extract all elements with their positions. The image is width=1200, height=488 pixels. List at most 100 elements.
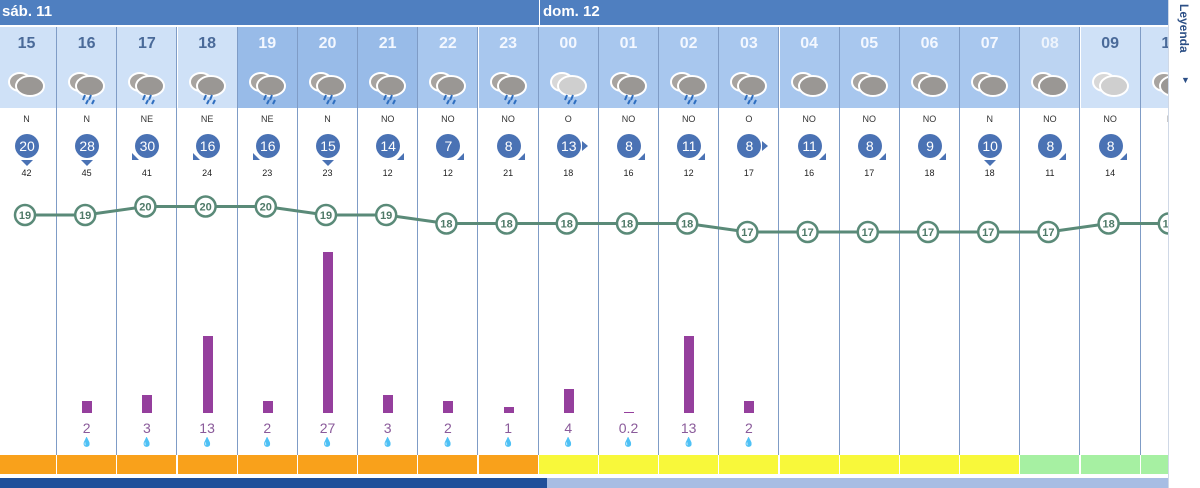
wind-direction: NO bbox=[1043, 114, 1057, 124]
wind-direction: O bbox=[564, 114, 572, 124]
precipitation-bar bbox=[624, 411, 634, 413]
precipitation-value: 3 bbox=[142, 420, 151, 436]
wind-speed: 16 bbox=[195, 134, 220, 158]
precipitation-bar bbox=[323, 252, 333, 413]
gust-arrow-icon bbox=[1059, 153, 1067, 160]
hour-label: 10 bbox=[1161, 35, 1168, 52]
day-header-row: sáb. 11 dom. 12 bbox=[0, 0, 1168, 25]
hour-header: 23 bbox=[478, 27, 538, 108]
precipitation-bar bbox=[744, 401, 755, 413]
hour-column: 03 O 8 17 2 💧 bbox=[719, 27, 780, 474]
cloud-icon bbox=[848, 65, 892, 105]
wind-direction: NO bbox=[922, 114, 937, 124]
wind-speed: 14 bbox=[376, 134, 401, 158]
hour-label: 04 bbox=[800, 35, 818, 52]
day-divider bbox=[539, 0, 540, 25]
wind-gust: 23 bbox=[322, 168, 333, 178]
warning-band bbox=[900, 455, 959, 474]
wind-direction: NO bbox=[501, 114, 515, 124]
hour-header: 03 bbox=[719, 27, 779, 108]
warning-band bbox=[418, 455, 478, 474]
scrollbar-thumb[interactable] bbox=[0, 478, 547, 488]
hour-header: 09 bbox=[1080, 27, 1140, 108]
hour-header: 16 bbox=[57, 27, 117, 108]
hour-label: 06 bbox=[920, 35, 939, 52]
hour-column: 23 NO 8 21 1 💧 bbox=[478, 27, 539, 474]
warning-band bbox=[237, 455, 297, 474]
hour-column: 22 NO 7 12 2 💧 bbox=[418, 27, 479, 474]
hour-header: 17 bbox=[117, 27, 177, 108]
horizontal-scrollbar[interactable] bbox=[0, 478, 1168, 488]
warning-band bbox=[839, 455, 899, 474]
gust-arrow-icon bbox=[517, 153, 525, 160]
warning-band bbox=[358, 455, 418, 474]
hour-header: 20 bbox=[298, 27, 357, 108]
wind-speed: 8 bbox=[857, 134, 882, 158]
warning-band bbox=[117, 455, 177, 474]
wind-direction: NE bbox=[200, 114, 214, 124]
raindrop-icon: 💧 bbox=[382, 437, 394, 447]
gust-arrow-icon bbox=[132, 153, 140, 160]
wind-speed: 8 bbox=[617, 134, 641, 158]
wind-speed: 11 bbox=[677, 134, 702, 158]
precipitation-value: 2 bbox=[82, 420, 91, 436]
warning-band bbox=[779, 455, 839, 474]
hour-label: 17 bbox=[137, 35, 156, 52]
warning-band bbox=[538, 455, 598, 474]
raindrop-icon: 💧 bbox=[622, 437, 635, 447]
precipitation-value: 27 bbox=[319, 420, 336, 436]
hour-header: 15 bbox=[0, 27, 56, 108]
wind-direction: N bbox=[324, 114, 331, 124]
warning-band bbox=[57, 455, 117, 474]
raindrop-icon: 💧 bbox=[201, 437, 213, 447]
hour-header: 21 bbox=[358, 27, 418, 108]
precipitation-bar bbox=[563, 389, 574, 413]
wind-direction: NE bbox=[261, 114, 274, 124]
wind-gust: 21 bbox=[503, 168, 514, 178]
hour-column: 17 NE 30 41 3 💧 bbox=[117, 27, 178, 474]
legend-label[interactable]: Leyenda bbox=[1177, 4, 1191, 53]
wind-gust: 1 bbox=[1141, 168, 1169, 178]
hour-header: 07 bbox=[960, 27, 1020, 108]
hour-column: 20 N 15 23 27 💧 bbox=[298, 27, 358, 474]
raindrop-icon: 💧 bbox=[321, 437, 334, 447]
gust-arrow-icon bbox=[81, 160, 94, 166]
hour-column: 09 NO 8 14 bbox=[1080, 27, 1141, 474]
gust-arrow-icon bbox=[878, 153, 886, 160]
precipitation-bar bbox=[202, 335, 213, 413]
day-label-sunday: dom. 12 bbox=[543, 3, 600, 20]
precipitation-bar bbox=[262, 401, 273, 413]
legend-panel[interactable]: Leyenda ▼ bbox=[1168, 0, 1200, 488]
cloud-icon bbox=[1149, 65, 1168, 105]
wind-gust: 12 bbox=[382, 168, 393, 178]
precipitation-value: 0.2 bbox=[618, 420, 639, 436]
hour-header: 22 bbox=[418, 27, 478, 108]
wind-speed: 30 bbox=[135, 134, 160, 158]
rain-cloud-icon bbox=[125, 65, 169, 105]
rain-cloud-icon bbox=[547, 65, 591, 105]
warning-band bbox=[298, 455, 357, 474]
wind-gust: 41 bbox=[141, 168, 152, 178]
wind-direction: NO bbox=[441, 114, 455, 124]
wind-direction: NO bbox=[1103, 114, 1117, 124]
wind-speed: 9 bbox=[918, 134, 942, 158]
precipitation-value: 1 bbox=[504, 420, 512, 436]
warning-band bbox=[659, 455, 719, 474]
wind-direction: NO bbox=[681, 114, 696, 124]
hour-column: 10 N 1 bbox=[1140, 27, 1169, 474]
wind-gust: 42 bbox=[21, 168, 32, 178]
wind-direction: N bbox=[986, 114, 993, 124]
wind-direction: NE bbox=[140, 114, 154, 124]
hour-label: 16 bbox=[77, 35, 96, 52]
hour-column: 06 NO 9 18 bbox=[900, 27, 960, 474]
hour-column: 15 N 20 42 bbox=[0, 27, 57, 474]
wind-speed: 13 bbox=[556, 134, 581, 158]
hour-label: 23 bbox=[499, 35, 517, 52]
wind-direction: N bbox=[83, 114, 90, 124]
legend-toggle-icon[interactable]: ▼ bbox=[1181, 75, 1190, 85]
precipitation-bar bbox=[684, 335, 695, 413]
hour-label: 15 bbox=[17, 35, 36, 52]
gust-arrow-icon bbox=[984, 160, 997, 166]
wind-speed: 20 bbox=[15, 134, 39, 158]
gust-arrow-icon bbox=[698, 153, 706, 160]
